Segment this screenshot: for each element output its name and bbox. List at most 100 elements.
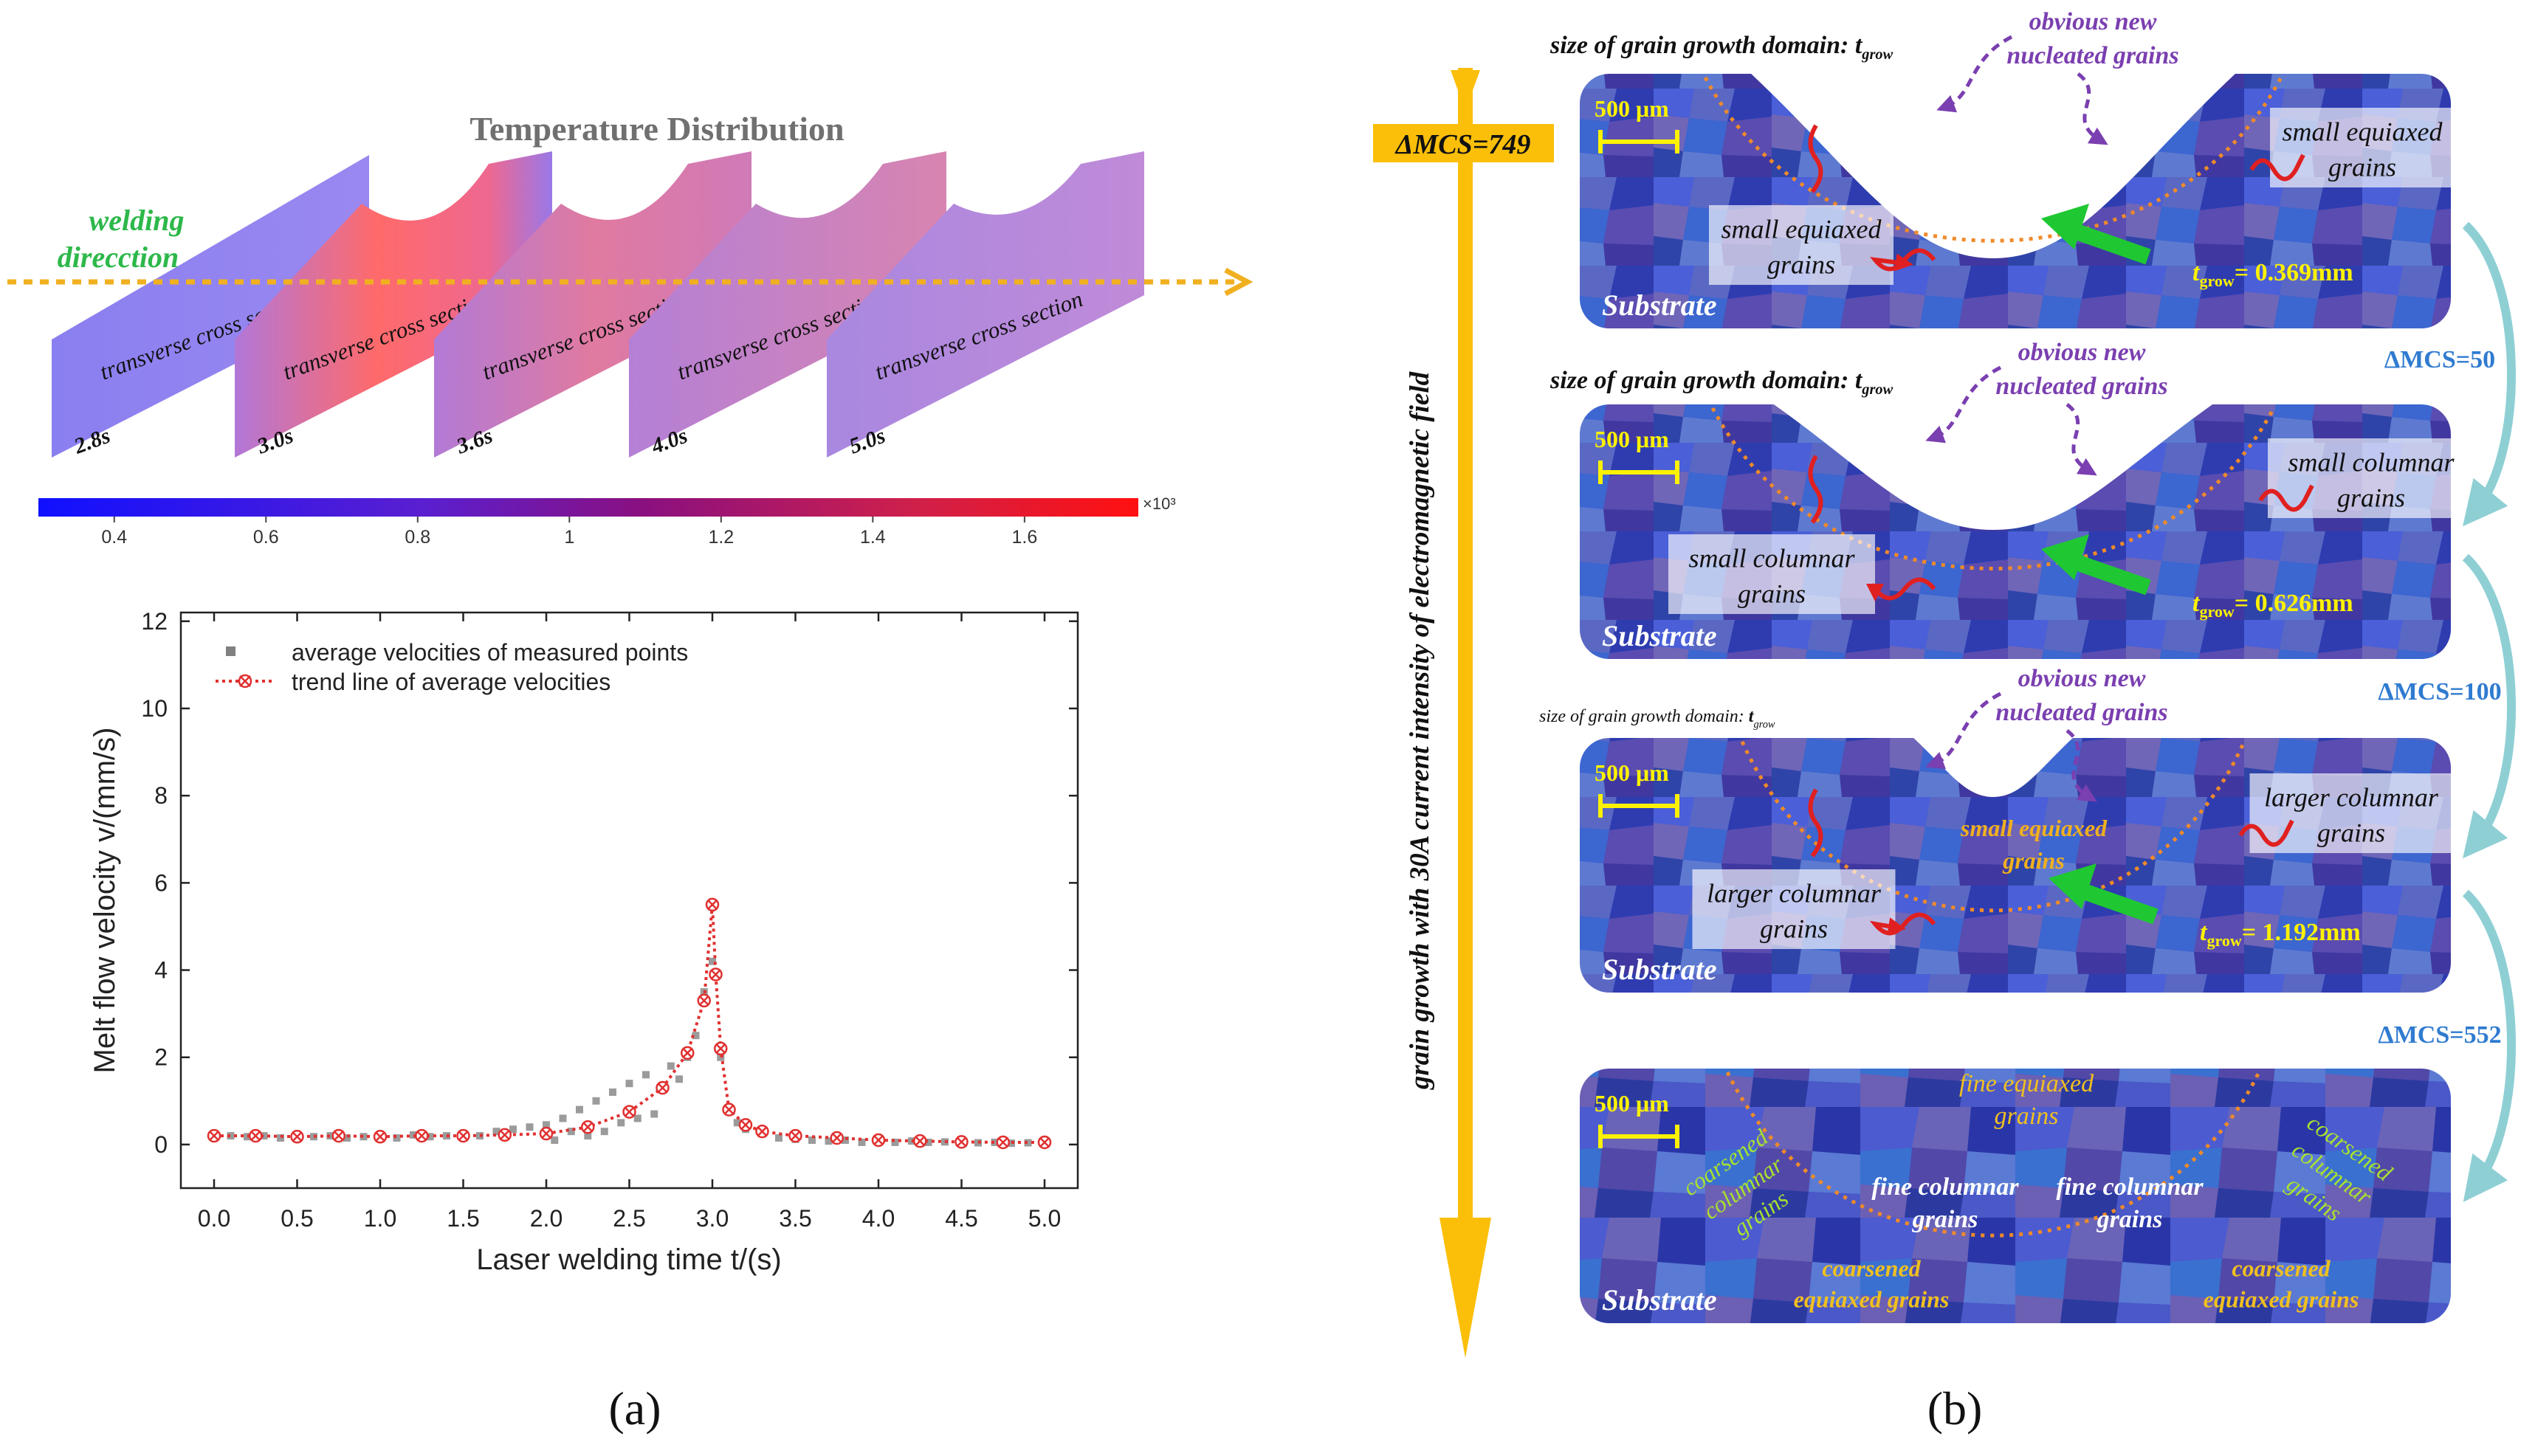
- coarsened-equiaxed-right-label-line2: equiaxed grains: [2204, 1286, 2359, 1313]
- x-tick-label: 0.5: [281, 1205, 313, 1232]
- step-arrow-1: [2462, 221, 2516, 527]
- scatter-point: [543, 1121, 550, 1129]
- substrate-label: Substrate: [1602, 619, 1717, 652]
- scatter-point: [526, 1123, 534, 1131]
- fine-equiaxed-label-line1: fine equiaxed: [1959, 1070, 2094, 1097]
- left-grain-label-box: [1709, 205, 1893, 285]
- scatter-point: [825, 1137, 833, 1145]
- scatter-point: [277, 1134, 284, 1142]
- caption-a: (a): [608, 1382, 661, 1435]
- nucleated-arrow-right: [2066, 403, 2097, 476]
- right-growth-arrow: [2238, 819, 2294, 847]
- trend-marker: [871, 1133, 886, 1148]
- scatter-point: [692, 1032, 700, 1040]
- scatter-point: [842, 1136, 849, 1144]
- trend-marker: [290, 1130, 304, 1144]
- y-tick-label: 2: [154, 1044, 168, 1071]
- scatter-point: [650, 1110, 658, 1118]
- fine-columnar-left-label-line2: grains: [1912, 1206, 1978, 1233]
- right-grain-label-line2: grains: [2337, 483, 2405, 512]
- right-grain-label-line2: grains: [2328, 152, 2396, 182]
- left-grain-label-line2: grains: [1767, 249, 1835, 279]
- trend-marker: [996, 1135, 1010, 1150]
- substrate-label: Substrate: [1602, 953, 1717, 986]
- scatter-point: [551, 1136, 559, 1144]
- grain-map: [1580, 404, 2451, 659]
- scatter-point: [326, 1132, 334, 1140]
- right-grain-label-box: [2268, 438, 2474, 518]
- step-label-3: ΔMCS=552: [2378, 1021, 2501, 1049]
- mcs-axis-label: ΔMCS=749: [1394, 129, 1531, 160]
- nucleated-arrow-left: [1925, 365, 2002, 444]
- nucleated-arrow-left: [1925, 691, 2002, 770]
- left-grain-label-line1: small equiaxed: [1721, 214, 1882, 244]
- microstructure-image-4: 500 μm Substrate fine equiaxed grains fine c…: [1580, 1069, 2451, 1323]
- welding-label-line1: welding: [89, 204, 185, 237]
- coarsened-equiaxed-left-label-line1: coarsened: [1822, 1255, 1921, 1282]
- scale-bar-label: 500 μm: [1595, 426, 1669, 452]
- right-grain-label-line1: small columnar: [2288, 447, 2455, 477]
- scatter-point: [592, 1097, 600, 1105]
- trend-marker: [681, 1046, 695, 1060]
- legend-trend-marker: [238, 674, 252, 689]
- trend-marker: [249, 1128, 263, 1143]
- cross-section-4: [827, 151, 1144, 458]
- trend-marker: [738, 1118, 753, 1132]
- coarsened-equiaxed-right-label-line1: coarsened: [2232, 1255, 2331, 1282]
- scatter-point: [667, 1062, 675, 1070]
- nucleated-grains-line2: nucleated grains: [1995, 699, 2167, 726]
- nucleated-grains-line2: nucleated grains: [2006, 42, 2178, 69]
- grain-growth-domain-curve: [1740, 740, 2246, 913]
- scatter-point: [633, 1114, 642, 1122]
- fine-columnar-right-label-line2: grains: [2097, 1206, 2163, 1233]
- scatter-point: [642, 1071, 650, 1079]
- colorbar-tick-3: 1: [564, 527, 574, 548]
- coarsened-columnar-left-label-line1: coarsened: [1678, 1123, 1773, 1201]
- step-arrow-2: [2462, 553, 2516, 859]
- right-grain-label-box: [2270, 108, 2455, 187]
- scatter-point: [567, 1128, 575, 1136]
- microstructure-image-3: 500 μm Substrate size of grain growth doma…: [1539, 665, 2453, 993]
- scatter-point: [600, 1128, 608, 1136]
- trend-marker: [755, 1124, 769, 1139]
- trend-marker: [714, 1041, 728, 1056]
- tgrow-value: tgrow= 0.626mm: [2192, 590, 2353, 621]
- coarsened-equiaxed-left-label-line2: equiaxed grains: [1794, 1286, 1950, 1313]
- vertical-axis-label: grain growth with 30A current intensity …: [1405, 371, 1435, 1090]
- legend-scatter-label: average velocities of measured points: [292, 639, 688, 666]
- scatter-point: [609, 1088, 616, 1096]
- trend-marker: [830, 1131, 844, 1145]
- caption-b: (b): [1927, 1382, 1983, 1435]
- step-label-1: ΔMCS=50: [2384, 346, 2495, 373]
- right-growth-arrow: [2258, 484, 2314, 512]
- microstructure-image-1: 500 μm Substrate size of grain growth doma…: [1549, 8, 2455, 328]
- colorbar-tick-5: 1.4: [860, 527, 886, 548]
- step-arrows: ΔMCS=50 ΔMCS=100 ΔMCS=552: [2378, 221, 2516, 1202]
- trend-marker: [498, 1128, 512, 1142]
- nucleated-grains-line1: obvious new: [2029, 8, 2157, 35]
- coarsened-columnar-left-label-line3: grains: [1728, 1185, 1793, 1241]
- domain-size-label: size of grain growth domain: tgrow: [1549, 32, 1893, 63]
- welding-label-line2: direcction: [58, 241, 179, 274]
- domain-size-label: size of grain growth domain: tgrow: [1549, 367, 1893, 398]
- weld-pool-notch: [1912, 736, 2074, 797]
- step-label-2: ΔMCS=100: [2378, 678, 2501, 705]
- legend-scatter-marker: [226, 646, 235, 656]
- coarsened-columnar-right-label-line1: coarsened: [2302, 1108, 2398, 1186]
- coarsened-columnar-left-label-line2: columnar: [1698, 1150, 1788, 1224]
- scatter-point: [808, 1136, 816, 1144]
- scatter-point: [675, 1075, 683, 1083]
- nucleated-arrow-left: [1936, 35, 2013, 113]
- left-grain-label-box: [1692, 869, 1896, 949]
- x-tick-label: 4.5: [945, 1205, 977, 1232]
- grain-growth-domain-curve: [1703, 76, 2283, 243]
- scatter-point: [617, 1119, 625, 1127]
- trend-marker: [656, 1080, 670, 1095]
- trend-marker: [722, 1103, 736, 1117]
- grain-map: [1580, 74, 2451, 328]
- left-growth-arrow: [1870, 248, 1936, 272]
- y-tick-label: 10: [141, 695, 168, 722]
- grain-growth-domain-curve: [1710, 407, 2276, 570]
- upper-growth-squiggle: [1808, 124, 1823, 193]
- x-tick-label: 3.0: [696, 1205, 729, 1232]
